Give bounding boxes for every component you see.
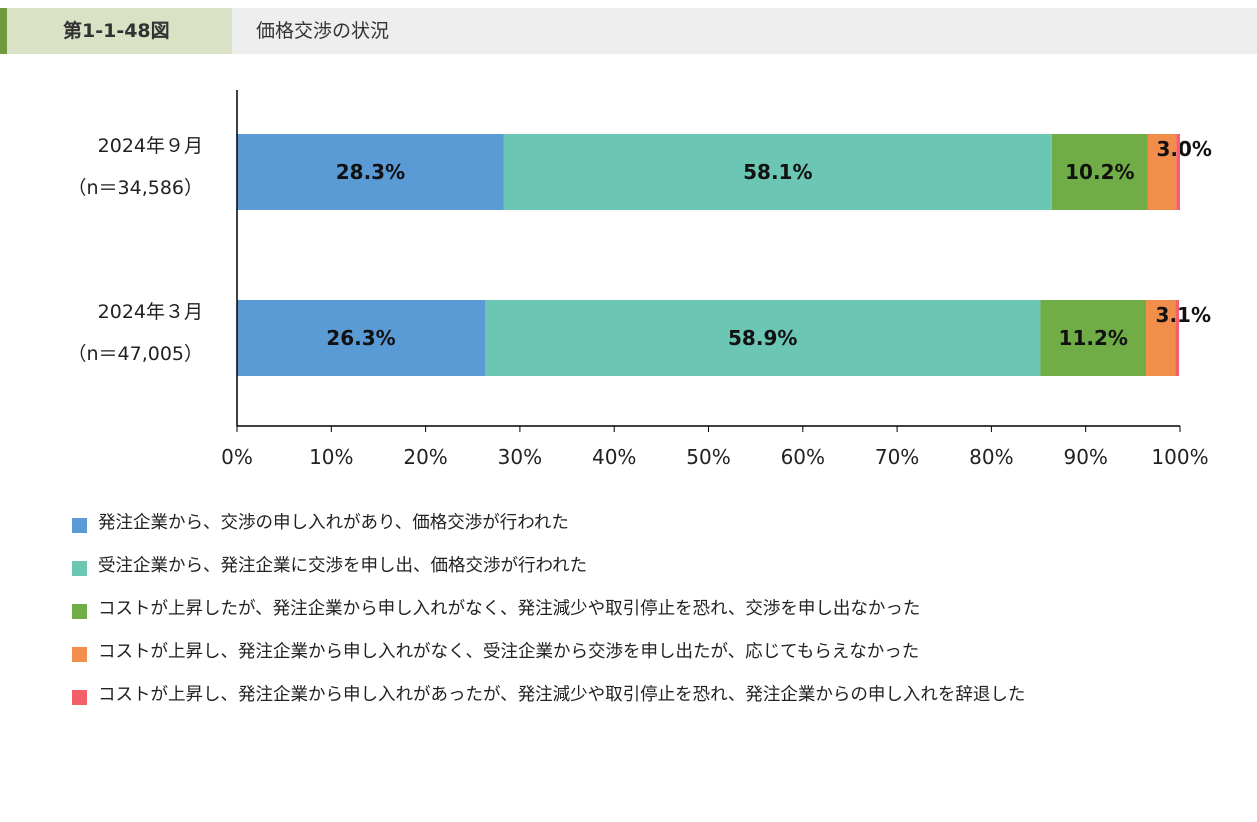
data-label: 11.2%	[1059, 326, 1128, 350]
figure-header: 第1-1-48図 価格交渉の状況	[0, 8, 1257, 54]
legend-item: 発注企業から、交渉の申し入れがあり、価格交渉が行われた	[72, 508, 1232, 538]
x-tick-label: 10%	[309, 445, 353, 469]
x-tick-label: 80%	[969, 445, 1013, 469]
x-tick-label: 100%	[1151, 445, 1208, 469]
bar-segment	[237, 134, 504, 210]
legend-item: コストが上昇し、発注企業から申し入れがなく、受注企業から交渉を申し出たが、応じて…	[72, 637, 1232, 667]
legend-swatch	[72, 561, 87, 576]
data-label: 26.3%	[326, 326, 395, 350]
legend-item: 受注企業から、発注企業に交渉を申し出、価格交渉が行われた	[72, 551, 1232, 581]
figure-number: 第1-1-48図	[7, 8, 232, 54]
header-accent	[0, 8, 7, 54]
data-label: 3.0%	[1156, 137, 1211, 161]
legend-label: 受注企業から、発注企業に交渉を申し出、価格交渉が行われた	[98, 556, 588, 576]
category-label: （n＝47,005）	[67, 343, 203, 365]
data-label: 28.3%	[336, 160, 405, 184]
x-tick-label: 90%	[1063, 445, 1107, 469]
bar-segment	[503, 134, 1052, 210]
category-label: 2024年９月	[98, 135, 203, 157]
data-label: 58.1%	[743, 160, 812, 184]
data-label: 58.9%	[728, 326, 797, 350]
legend-item: コストが上昇したが、発注企業から申し入れがなく、発注減少や取引停止を恐れ、交渉を…	[72, 594, 1232, 624]
figure-title: 価格交渉の状況	[256, 20, 390, 42]
category-label: 2024年３月	[98, 301, 203, 323]
legend-swatch	[72, 690, 87, 705]
legend-swatch	[72, 647, 87, 662]
bar-segment	[485, 300, 1041, 376]
legend-item: コストが上昇し、発注企業から申し入れがあったが、発注減少や取引停止を恐れ、発注企…	[72, 680, 1232, 710]
x-tick-label: 0%	[221, 445, 253, 469]
legend-swatch	[72, 518, 87, 533]
stacked-bar-chart: 28.3% 58.1% 10.2% 3.0% 2024年９月 （n＝34,586） 26.3…	[67, 90, 1212, 469]
bar-segment	[237, 300, 486, 376]
legend: 発注企業から、交渉の申し入れがあり、価格交渉が行われた 受注企業から、発注企業に…	[72, 508, 1232, 723]
x-tick-label: 20%	[403, 445, 447, 469]
x-tick-label: 70%	[875, 445, 919, 469]
bar-segment	[1051, 134, 1148, 210]
data-label: 3.1%	[1156, 303, 1211, 327]
legend-label: コストが上昇し、発注企業から申し入れがあったが、発注減少や取引停止を恐れ、発注企…	[98, 685, 1026, 705]
legend-label: コストが上昇し、発注企業から申し入れがなく、受注企業から交渉を申し出たが、応じて…	[98, 642, 920, 662]
x-tick-label: 60%	[781, 445, 825, 469]
x-tick-label: 50%	[686, 445, 730, 469]
category-label: （n＝34,586）	[67, 177, 203, 199]
bar-segment	[1040, 300, 1147, 376]
legend-label: コストが上昇したが、発注企業から申し入れがなく、発注減少や取引停止を恐れ、交渉を…	[98, 599, 921, 619]
data-label: 10.2%	[1065, 160, 1134, 184]
bar-segment	[1147, 134, 1177, 210]
legend-label: 発注企業から、交渉の申し入れがあり、価格交渉が行われた	[98, 513, 569, 533]
x-tick-label: 40%	[592, 445, 636, 469]
bar-segment	[1175, 300, 1180, 376]
legend-swatch	[72, 604, 87, 619]
x-tick-label: 30%	[498, 445, 542, 469]
bar-segment	[1176, 134, 1180, 210]
bar-segment	[1146, 300, 1176, 376]
